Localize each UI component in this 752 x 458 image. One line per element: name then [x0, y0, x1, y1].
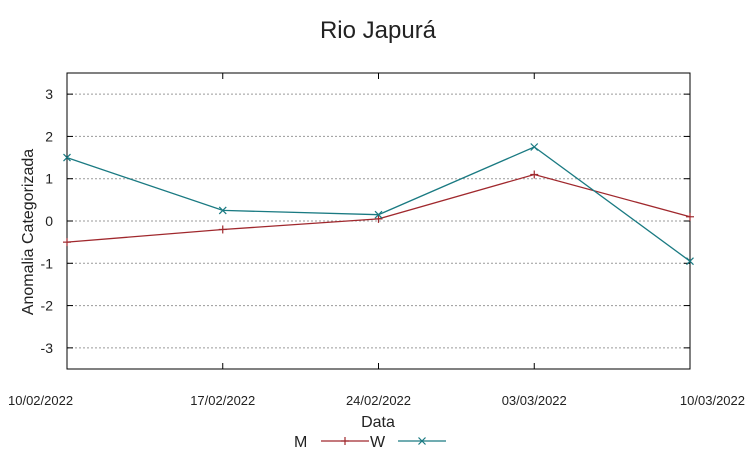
legend-marker — [341, 437, 349, 445]
series-line — [66, 173, 691, 243]
data-point — [63, 153, 71, 162]
x-axis: 10/02/2022 17/02/2022 24/02/2022 03/03/2022… — [8, 73, 745, 408]
legend-label: M — [294, 434, 307, 451]
series-layer — [63, 143, 694, 266]
legend-label: W — [370, 434, 386, 451]
y-tick-label: 1 — [45, 171, 53, 187]
data-point — [63, 238, 71, 247]
data-point — [218, 206, 227, 215]
chart-title: Rio Japurá — [320, 17, 437, 44]
x-axis-label: Data — [361, 414, 395, 431]
data-point — [686, 212, 694, 221]
y-tick-label: 3 — [45, 86, 53, 102]
series-M — [63, 170, 694, 247]
x-tick-label: 24/02/2022 — [346, 393, 411, 408]
y-tick-label: -1 — [41, 255, 54, 271]
y-tick-label: 2 — [45, 128, 53, 144]
series-line — [66, 146, 691, 262]
y-axis-label: Anomalia Categorizada — [20, 149, 37, 315]
series-W — [63, 143, 694, 266]
x-tick-label: 17/02/2022 — [190, 393, 255, 408]
legend-marker — [418, 437, 426, 445]
x-tick-label: 10/03/2022 — [680, 393, 745, 408]
y-tick-label: -3 — [41, 340, 54, 356]
data-point — [530, 170, 539, 179]
data-point — [686, 257, 694, 266]
y-axis: 3 2 1 0 -1 -2 -3 — [41, 86, 690, 356]
data-point — [374, 214, 383, 223]
y-tick-label: -2 — [41, 298, 54, 314]
y-tick-label: 0 — [45, 213, 53, 229]
data-point — [530, 143, 539, 151]
data-point — [374, 210, 383, 219]
x-tick-label: 10/02/2022 — [8, 393, 73, 408]
x-tick-label: 03/03/2022 — [502, 393, 567, 408]
data-point — [218, 225, 227, 234]
